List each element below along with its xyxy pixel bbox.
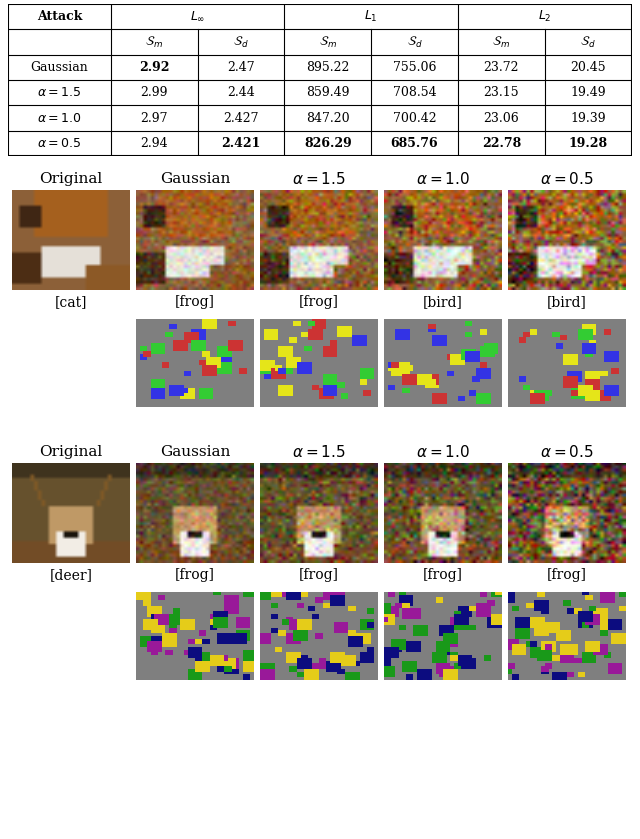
Text: 23.72: 23.72 bbox=[484, 61, 519, 74]
Text: Gaussian: Gaussian bbox=[160, 445, 230, 459]
Text: 700.42: 700.42 bbox=[393, 112, 436, 124]
Text: $\alpha = 1.0$: $\alpha = 1.0$ bbox=[37, 112, 82, 124]
Text: [frog]: [frog] bbox=[299, 295, 339, 309]
Text: $L_2$: $L_2$ bbox=[538, 9, 552, 24]
Text: $\alpha = 1.5$: $\alpha = 1.5$ bbox=[37, 86, 82, 99]
Text: 2.44: 2.44 bbox=[227, 86, 255, 99]
Text: $\mathcal{S}_d$: $\mathcal{S}_d$ bbox=[233, 34, 249, 50]
Text: $\mathcal{S}_d$: $\mathcal{S}_d$ bbox=[406, 34, 422, 50]
Text: 19.28: 19.28 bbox=[568, 137, 607, 150]
Text: $\mathcal{S}_m$: $\mathcal{S}_m$ bbox=[145, 34, 163, 50]
Text: $\mathcal{S}_d$: $\mathcal{S}_d$ bbox=[580, 34, 596, 50]
Text: 23.15: 23.15 bbox=[483, 86, 519, 99]
Text: 755.06: 755.06 bbox=[393, 61, 436, 74]
Text: 2.421: 2.421 bbox=[221, 137, 260, 150]
Text: $\mathcal{S}_m$: $\mathcal{S}_m$ bbox=[319, 34, 337, 50]
Text: $\alpha = 1.0$: $\alpha = 1.0$ bbox=[416, 444, 470, 460]
Text: [frog]: [frog] bbox=[175, 295, 215, 309]
Text: 2.97: 2.97 bbox=[141, 112, 168, 124]
Text: Original: Original bbox=[40, 445, 102, 459]
Text: $L_1$: $L_1$ bbox=[364, 9, 378, 24]
Text: $\mathcal{S}_m$: $\mathcal{S}_m$ bbox=[492, 34, 510, 50]
Text: [cat]: [cat] bbox=[55, 295, 87, 309]
Text: [frog]: [frog] bbox=[175, 568, 215, 582]
Text: 2.47: 2.47 bbox=[227, 61, 255, 74]
Text: 23.06: 23.06 bbox=[483, 112, 519, 124]
Text: $\alpha = 1.5$: $\alpha = 1.5$ bbox=[292, 171, 346, 187]
Text: $\alpha = 1.5$: $\alpha = 1.5$ bbox=[292, 444, 346, 460]
Text: [frog]: [frog] bbox=[299, 568, 339, 582]
Text: [frog]: [frog] bbox=[423, 568, 463, 582]
Text: 826.29: 826.29 bbox=[304, 137, 351, 150]
Text: $\alpha = 0.5$: $\alpha = 0.5$ bbox=[540, 171, 594, 187]
Text: $\alpha = 1.0$: $\alpha = 1.0$ bbox=[416, 171, 470, 187]
Text: Gaussian: Gaussian bbox=[160, 172, 230, 186]
Text: 895.22: 895.22 bbox=[306, 61, 349, 74]
Text: 2.427: 2.427 bbox=[223, 112, 259, 124]
Text: 19.39: 19.39 bbox=[570, 112, 606, 124]
Text: 847.20: 847.20 bbox=[306, 112, 349, 124]
Text: 2.94: 2.94 bbox=[141, 137, 168, 150]
Text: 22.78: 22.78 bbox=[482, 137, 521, 150]
Text: $\alpha = 0.5$: $\alpha = 0.5$ bbox=[540, 444, 594, 460]
Text: 20.45: 20.45 bbox=[570, 61, 606, 74]
Text: [frog]: [frog] bbox=[547, 568, 587, 582]
Text: [deer]: [deer] bbox=[49, 568, 93, 582]
Text: Original: Original bbox=[40, 172, 102, 186]
Text: 19.49: 19.49 bbox=[570, 86, 606, 99]
Text: $L_\infty$: $L_\infty$ bbox=[190, 10, 205, 23]
Text: 2.99: 2.99 bbox=[141, 86, 168, 99]
Text: 859.49: 859.49 bbox=[306, 86, 349, 99]
Text: Gaussian: Gaussian bbox=[31, 61, 88, 74]
Text: 685.76: 685.76 bbox=[391, 137, 438, 150]
Text: 708.54: 708.54 bbox=[393, 86, 436, 99]
Text: Attack: Attack bbox=[36, 10, 82, 23]
Text: [bird]: [bird] bbox=[547, 295, 587, 309]
Text: [bird]: [bird] bbox=[423, 295, 463, 309]
Text: $\alpha = 0.5$: $\alpha = 0.5$ bbox=[37, 137, 82, 150]
Text: 2.92: 2.92 bbox=[139, 61, 170, 74]
